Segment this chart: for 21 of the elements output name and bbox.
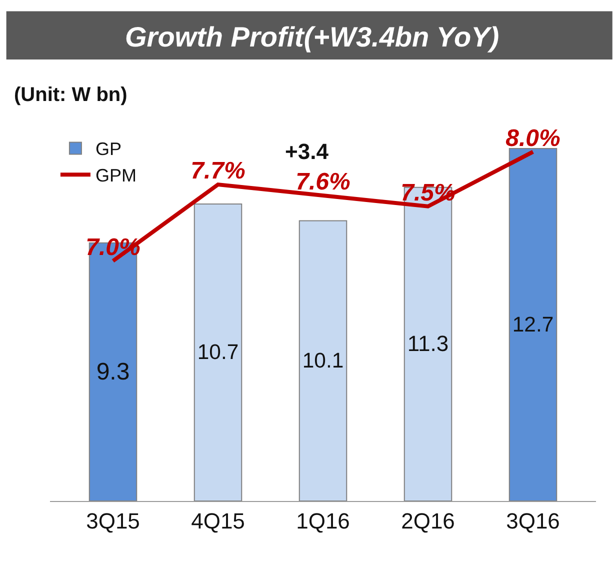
x-tick-label: 4Q15 bbox=[191, 508, 245, 534]
x-tick-label: 2Q16 bbox=[401, 508, 455, 534]
bar bbox=[508, 148, 558, 501]
bar bbox=[298, 220, 348, 501]
x-tick-label: 3Q15 bbox=[86, 508, 140, 534]
data-label: 7.6% bbox=[296, 168, 350, 196]
data-label: 10.7 bbox=[197, 341, 239, 364]
bar bbox=[194, 204, 242, 501]
x-tick-label: 1Q16 bbox=[296, 508, 350, 534]
chart-title: Growth Profit(+W3.4bn YoY) bbox=[125, 21, 500, 52]
chart-subtitle: (Unit: W bn) bbox=[14, 84, 128, 106]
annotation: +3.4 bbox=[285, 139, 330, 164]
x-tick-label: 3Q16 bbox=[506, 508, 560, 534]
data-label: 9.3 bbox=[96, 358, 130, 386]
data-label: 12.7 bbox=[512, 313, 554, 336]
data-label: 11.3 bbox=[407, 331, 449, 356]
legend-label: GPM bbox=[95, 166, 136, 186]
data-label: 10.1 bbox=[302, 349, 344, 372]
legend-label: GP bbox=[95, 139, 122, 160]
data-label: 8.0% bbox=[506, 124, 560, 152]
data-label: 7.7% bbox=[190, 158, 246, 185]
